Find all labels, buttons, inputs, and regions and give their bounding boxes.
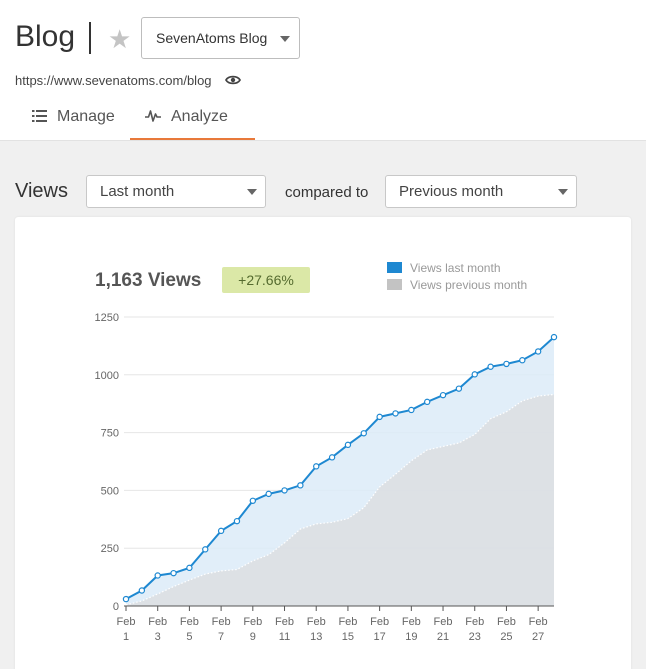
data-point (376, 413, 383, 421)
legend-swatch (387, 279, 402, 290)
date-range-select[interactable]: Last month (86, 175, 266, 208)
data-point (408, 406, 415, 414)
data-point (297, 482, 304, 489)
x-tick-label-month: Feb (275, 616, 294, 628)
compare-range-value: Previous month (399, 183, 504, 200)
data-point (313, 463, 320, 470)
title-divider (89, 22, 91, 54)
data-point (186, 564, 193, 572)
y-tick-label: 1000 (95, 370, 119, 382)
data-point (138, 587, 146, 594)
x-tick-label-day: 15 (342, 631, 354, 643)
legend-item-last-month[interactable]: Views last month (387, 261, 587, 275)
legend-swatch (387, 262, 402, 273)
x-tick-label-day: 17 (374, 631, 386, 643)
date-range-value: Last month (100, 183, 175, 200)
data-point (265, 490, 272, 498)
data-point (122, 595, 130, 603)
tab-manage[interactable]: Manage (15, 96, 129, 140)
x-tick-label-day: 11 (279, 631, 290, 643)
data-point (170, 569, 177, 577)
views-chart: 0 250 500 750 1000 1250 Feb 1 Feb 3 Feb 5 Feb 7 Feb 9 Fe… (95, 312, 558, 643)
x-tick-label-month: Feb (497, 616, 516, 628)
data-point (154, 572, 161, 579)
x-tick-label-day: 9 (250, 631, 256, 643)
data-point (534, 348, 542, 355)
data-point (550, 333, 558, 341)
data-point (519, 357, 526, 364)
page-header: Blog ★ SevenAtoms Blog https://www.seven… (0, 0, 646, 141)
tab-analyze[interactable]: Analyze (130, 96, 255, 140)
y-tick-label: 0 (113, 601, 119, 613)
x-tick-label-day: 5 (186, 631, 192, 643)
data-point (328, 454, 336, 461)
y-tick-label: 500 (101, 485, 119, 497)
x-tick-label-month: Feb (148, 616, 167, 628)
y-tick-label: 750 (101, 428, 119, 440)
x-tick-label-day: 7 (218, 631, 224, 643)
compared-to-label: compared to (285, 184, 369, 201)
x-tick-label-day: 23 (469, 631, 481, 643)
y-tick-label: 250 (101, 543, 119, 555)
x-tick-label-month: Feb (434, 616, 453, 628)
x-tick-label-month: Feb (212, 616, 231, 628)
data-point (455, 385, 463, 392)
x-tick-label-day: 13 (310, 631, 322, 643)
data-point (249, 497, 257, 505)
legend-item-previous-month[interactable]: Views previous month (387, 278, 587, 292)
data-point (423, 398, 431, 406)
x-tick-label-day: 27 (532, 631, 544, 643)
change-badge: +27.66% (222, 267, 310, 293)
page-title: Blog (15, 20, 76, 53)
data-point (392, 410, 399, 417)
data-point (281, 487, 288, 494)
data-point (487, 363, 494, 370)
x-tick-label-month: Feb (529, 616, 548, 628)
data-point (471, 371, 478, 378)
chevron-down-icon (558, 189, 568, 195)
chart-panel: 1,163 Views +27.66% Views last month Vie… (15, 217, 631, 669)
data-point (233, 517, 241, 525)
y-tick-label: 1250 (95, 312, 119, 324)
list-icon (32, 110, 47, 122)
data-point (217, 527, 225, 535)
x-tick-label-month: Feb (307, 616, 326, 628)
chevron-down-icon (280, 36, 290, 42)
blog-select-value: SevenAtoms Blog (156, 30, 268, 46)
x-tick-label-month: Feb (117, 616, 136, 628)
x-tick-label-day: 1 (123, 631, 129, 643)
x-tick-label-day: 21 (437, 631, 449, 643)
blog-select[interactable]: SevenAtoms Blog (141, 17, 300, 59)
x-tick-label-month: Feb (465, 616, 484, 628)
series-line-last-month (125, 336, 555, 600)
x-tick-label-month: Feb (243, 616, 262, 628)
x-tick-label-month: Feb (402, 616, 421, 628)
pulse-icon (145, 110, 161, 122)
data-point (202, 546, 209, 553)
legend-label: Views last month (410, 261, 501, 275)
views-heading: Views (15, 180, 68, 202)
x-tick-label-day: 19 (405, 631, 417, 643)
total-views: 1,163 Views (95, 270, 202, 291)
data-point (503, 360, 510, 368)
header-divider (0, 140, 646, 141)
eye-icon[interactable] (225, 74, 241, 86)
series-area-previous-month (126, 394, 554, 606)
chevron-down-icon (247, 189, 257, 195)
star-icon[interactable]: ★ (108, 24, 132, 54)
tab-analyze-label: Analyze (171, 108, 228, 125)
tab-manage-label: Manage (57, 108, 115, 125)
compare-range-select[interactable]: Previous month (385, 175, 577, 208)
blog-url: https://www.sevenatoms.com/blog (15, 73, 212, 88)
x-tick-label-month: Feb (180, 616, 199, 628)
x-tick-label-day: 25 (500, 631, 512, 643)
data-point (360, 430, 367, 437)
x-tick-label-day: 3 (155, 631, 161, 643)
data-point (439, 391, 447, 399)
legend-label: Views previous month (410, 278, 528, 292)
data-point (344, 441, 352, 449)
x-tick-label-month: Feb (370, 616, 389, 628)
x-tick-label-month: Feb (338, 616, 357, 628)
